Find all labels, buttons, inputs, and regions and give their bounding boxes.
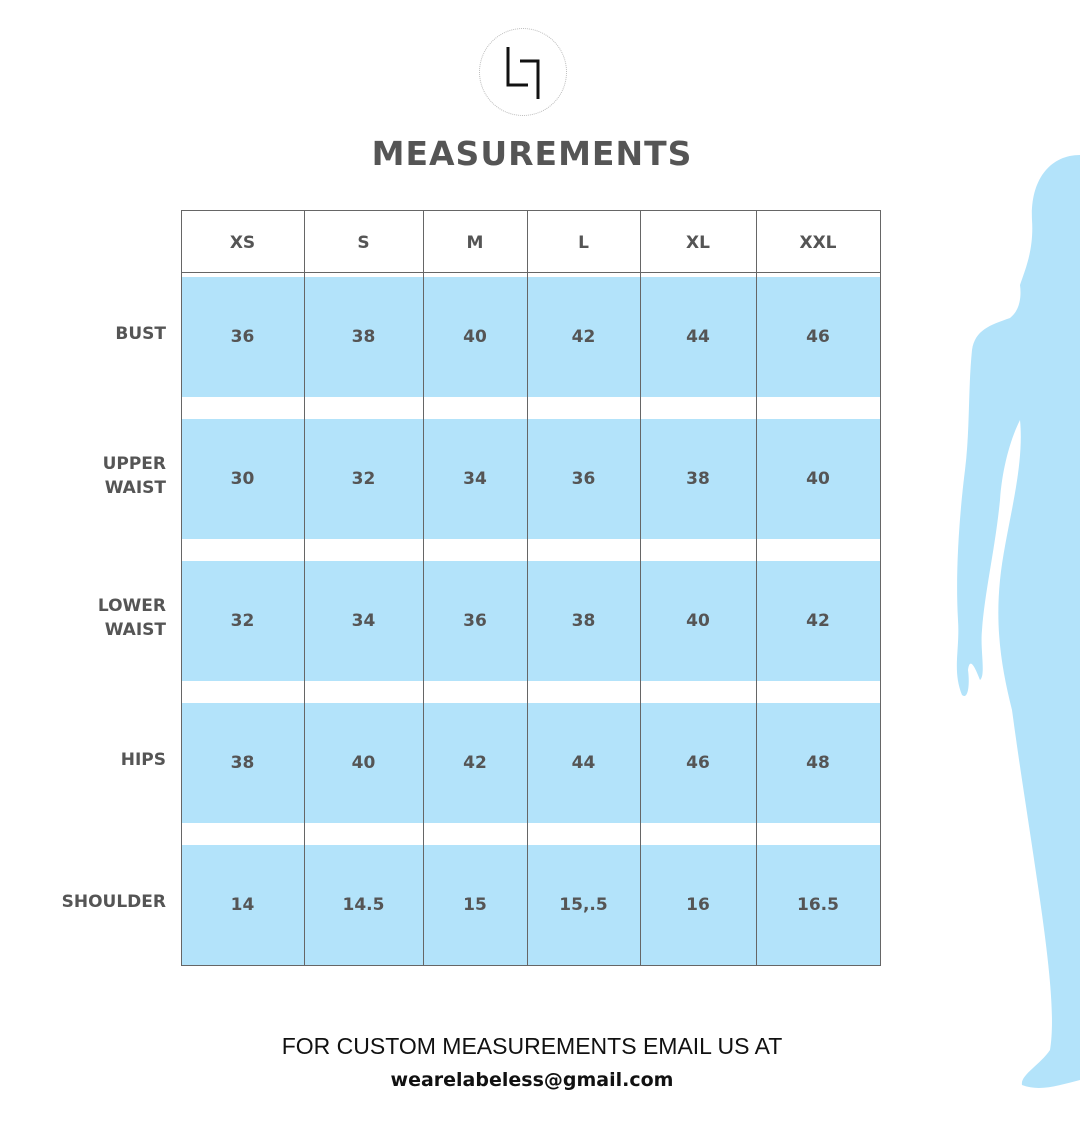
measurement-cell: 38 bbox=[230, 753, 255, 773]
measurement-cell: 16 bbox=[686, 895, 710, 915]
size-header-s: S bbox=[357, 233, 370, 253]
measurement-cell: 36 bbox=[571, 469, 596, 489]
female-silhouette-icon bbox=[956, 155, 1080, 1088]
measurement-cell: 36 bbox=[230, 327, 255, 347]
row-label: HIPS bbox=[121, 748, 166, 772]
size-header-xxl: XXL bbox=[799, 233, 837, 253]
measurement-cell: 42 bbox=[806, 611, 830, 631]
column-divider bbox=[304, 210, 305, 965]
column-divider bbox=[756, 210, 757, 965]
column-divider bbox=[181, 210, 182, 965]
row-label: UPPER WAIST bbox=[103, 452, 166, 500]
measurement-cell: 44 bbox=[686, 327, 710, 347]
row-label-line: LOWER bbox=[97, 596, 166, 616]
row-label: SHOULDER bbox=[62, 890, 166, 914]
measurement-cell: 14.5 bbox=[342, 895, 385, 915]
measurement-cell: 40 bbox=[686, 611, 710, 631]
row-divider bbox=[181, 965, 881, 966]
measurement-cell: 48 bbox=[806, 753, 830, 773]
row-band bbox=[181, 845, 880, 965]
row-divider bbox=[181, 210, 881, 211]
column-divider bbox=[527, 210, 528, 965]
size-header-l: L bbox=[578, 233, 589, 253]
measurement-cell: 42 bbox=[463, 753, 487, 773]
column-divider bbox=[880, 210, 881, 965]
measurement-cell: 14 bbox=[230, 895, 255, 915]
logo-mark-icon bbox=[506, 47, 540, 99]
row-label-line: SHOULDER bbox=[61, 892, 166, 912]
column-divider bbox=[423, 210, 424, 965]
row-band bbox=[181, 703, 880, 823]
measurement-cell: 40 bbox=[463, 327, 487, 347]
row-label-line: UPPER bbox=[102, 454, 166, 474]
measurement-cell: 40 bbox=[351, 753, 376, 773]
measurement-cell: 38 bbox=[571, 611, 596, 631]
measurement-cell: 46 bbox=[806, 327, 830, 347]
measurement-cell: 44 bbox=[571, 753, 596, 773]
row-label: BUST bbox=[115, 322, 166, 346]
measurement-cell: 36 bbox=[463, 611, 487, 631]
measurement-cell: 38 bbox=[686, 469, 710, 489]
custom-measurements-note: FOR CUSTOM MEASUREMENTS EMAIL US AT bbox=[281, 1033, 783, 1059]
measurement-cell: 34 bbox=[351, 611, 376, 631]
measurement-cell: 40 bbox=[806, 469, 830, 489]
measurement-cell: 15 bbox=[463, 895, 487, 915]
row-band bbox=[181, 419, 880, 539]
size-header-m: M bbox=[466, 233, 484, 253]
measurement-cell: 16.5 bbox=[797, 895, 839, 915]
row-divider bbox=[181, 272, 881, 273]
size-header-xs: XS bbox=[229, 233, 256, 253]
row-label-line: HIPS bbox=[120, 750, 166, 770]
measurement-cell: 42 bbox=[571, 327, 596, 347]
contact-email-link[interactable]: wearelabeless@gmail.com bbox=[390, 1069, 674, 1091]
measurement-cell: 32 bbox=[351, 469, 376, 489]
measurement-cell: 32 bbox=[230, 611, 255, 631]
page-title: MEASUREMENTS bbox=[371, 134, 693, 173]
row-label-line: BUST bbox=[115, 324, 166, 344]
row-label: LOWER WAIST bbox=[98, 594, 166, 642]
measurement-cell: 30 bbox=[230, 469, 255, 489]
row-band bbox=[181, 277, 880, 397]
row-label-line: WAIST bbox=[104, 620, 166, 640]
measurement-cell: 46 bbox=[686, 753, 710, 773]
measurement-cell: 15,.5 bbox=[559, 895, 608, 915]
row-band bbox=[181, 561, 880, 681]
size-header-xl: XL bbox=[686, 233, 710, 253]
brand-logo bbox=[479, 28, 567, 116]
column-divider bbox=[640, 210, 641, 965]
measurement-cell: 38 bbox=[351, 327, 376, 347]
row-label-line: WAIST bbox=[104, 478, 166, 498]
measurement-cell: 34 bbox=[463, 469, 487, 489]
